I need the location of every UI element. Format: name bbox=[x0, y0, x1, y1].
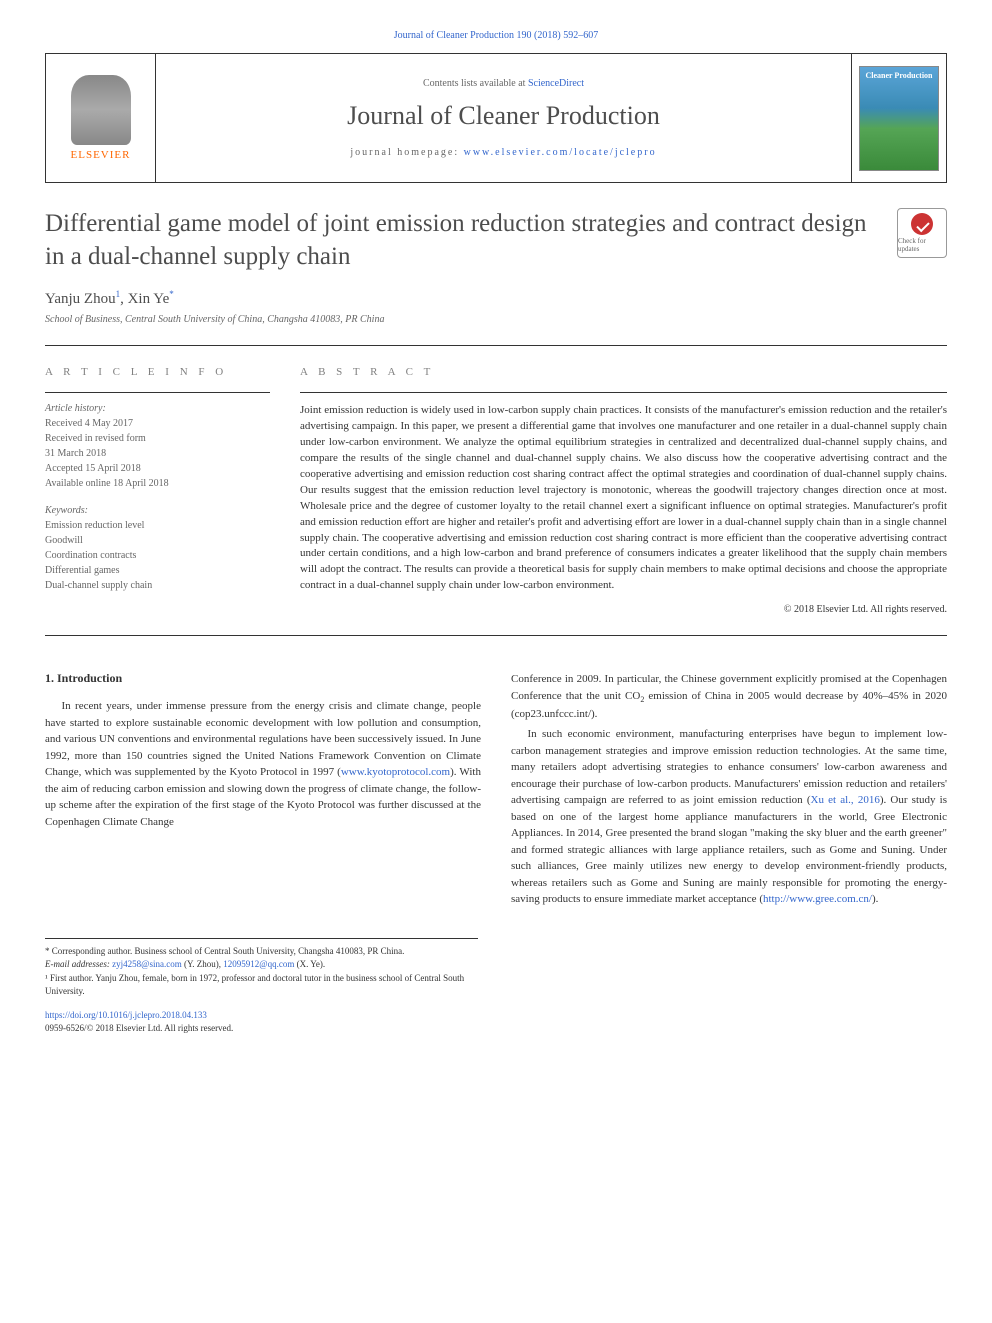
history-revised: Received in revised form bbox=[45, 431, 270, 446]
header-center: Contents lists available at ScienceDirec… bbox=[156, 54, 851, 182]
abstract-column: A B S T R A C T Joint emission reduction… bbox=[300, 366, 947, 615]
journal-name: Journal of Cleaner Production bbox=[347, 101, 660, 131]
cover-image: Cleaner Production bbox=[859, 66, 939, 171]
intro-text-3b: ). Our study is based on one of the larg… bbox=[511, 794, 947, 905]
first-author-footnote: ¹ First author. Yanju Zhou, female, born… bbox=[45, 972, 478, 999]
gree-link[interactable]: http://www.gree.com.cn/ bbox=[763, 893, 872, 905]
title-row: Differential game model of joint emissio… bbox=[45, 208, 947, 273]
contents-prefix: Contents lists available at bbox=[423, 78, 528, 89]
keyword-3: Coordination contracts bbox=[45, 548, 270, 563]
divider-bottom bbox=[45, 635, 947, 636]
abstract-text: Joint emission reduction is widely used … bbox=[300, 403, 947, 594]
homepage-line: journal homepage: www.elsevier.com/locat… bbox=[350, 147, 656, 158]
keyword-1: Emission reduction level bbox=[45, 518, 270, 533]
keyword-4: Differential games bbox=[45, 563, 270, 578]
history-label: Article history: bbox=[45, 403, 270, 414]
history-revised-date: 31 March 2018 bbox=[45, 446, 270, 461]
intro-paragraph-2: In such economic environment, manufactur… bbox=[511, 726, 947, 908]
publisher-logo: ELSEVIER bbox=[46, 54, 156, 182]
corresponding-asterisk: * bbox=[169, 289, 174, 299]
xu-citation-link[interactable]: Xu et al., 2016 bbox=[811, 794, 880, 806]
email-name-1: (Y. Zhou), bbox=[182, 959, 224, 969]
kyoto-link[interactable]: www.kyotoprotocol.com bbox=[341, 766, 450, 778]
publisher-name: ELSEVIER bbox=[71, 149, 131, 161]
body-columns: 1. Introduction In recent years, under i… bbox=[45, 671, 947, 908]
authors: Yanju Zhou1, Xin Ye* bbox=[45, 289, 947, 308]
affiliation: School of Business, Central South Univer… bbox=[45, 314, 947, 325]
issn-line: 0959-6526/© 2018 Elsevier Ltd. All right… bbox=[45, 1022, 478, 1036]
email-link-1[interactable]: zyj4258@sina.com bbox=[112, 959, 182, 969]
cover-title: Cleaner Production bbox=[860, 71, 938, 80]
abstract-divider bbox=[300, 392, 947, 393]
intro-paragraph-1-cont: Conference in 2009. In particular, the C… bbox=[511, 671, 947, 722]
elsevier-tree-icon bbox=[71, 75, 131, 145]
journal-cover: Cleaner Production bbox=[851, 54, 946, 182]
email-name-2: (X. Ye). bbox=[294, 959, 325, 969]
checkmark-icon bbox=[911, 213, 933, 235]
intro-text-3c: ). bbox=[872, 893, 878, 905]
copyright-line: © 2018 Elsevier Ltd. All rights reserved… bbox=[300, 604, 947, 615]
info-abstract-row: A R T I C L E I N F O Article history: R… bbox=[45, 346, 947, 635]
keyword-2: Goodwill bbox=[45, 533, 270, 548]
homepage-prefix: journal homepage: bbox=[350, 147, 463, 158]
journal-header: ELSEVIER Contents lists available at Sci… bbox=[45, 53, 947, 183]
info-divider bbox=[45, 392, 270, 393]
section-heading: 1. Introduction bbox=[45, 671, 481, 686]
check-updates-badge[interactable]: Check for updates bbox=[897, 208, 947, 258]
article-info-heading: A R T I C L E I N F O bbox=[45, 366, 270, 378]
body-column-right: Conference in 2009. In particular, the C… bbox=[511, 671, 947, 908]
email-link-2[interactable]: 12095912@qq.com bbox=[223, 959, 294, 969]
keyword-5: Dual-channel supply chain bbox=[45, 578, 270, 593]
check-updates-label: Check for updates bbox=[898, 237, 946, 253]
issue-citation[interactable]: Journal of Cleaner Production 190 (2018)… bbox=[45, 30, 947, 41]
sciencedirect-link[interactable]: ScienceDirect bbox=[528, 78, 584, 89]
footnotes: * Corresponding author. Business school … bbox=[45, 938, 478, 1036]
contents-line: Contents lists available at ScienceDirec… bbox=[423, 78, 584, 89]
body-column-left: 1. Introduction In recent years, under i… bbox=[45, 671, 481, 908]
article-title: Differential game model of joint emissio… bbox=[45, 208, 877, 273]
history-received: Received 4 May 2017 bbox=[45, 416, 270, 431]
history-accepted: Accepted 15 April 2018 bbox=[45, 461, 270, 476]
doi-link[interactable]: https://doi.org/10.1016/j.jclepro.2018.0… bbox=[45, 1009, 478, 1023]
article-info: A R T I C L E I N F O Article history: R… bbox=[45, 366, 270, 615]
keywords-label: Keywords: bbox=[45, 505, 270, 516]
history-online: Available online 18 April 2018 bbox=[45, 476, 270, 491]
author-1: Yanju Zhou bbox=[45, 291, 116, 307]
abstract-heading: A B S T R A C T bbox=[300, 366, 947, 378]
homepage-link[interactable]: www.elsevier.com/locate/jclepro bbox=[464, 147, 657, 158]
corresponding-footnote: * Corresponding author. Business school … bbox=[45, 945, 478, 959]
author-2: , Xin Ye bbox=[120, 291, 169, 307]
email-label: E-mail addresses: bbox=[45, 959, 112, 969]
email-footnote: E-mail addresses: zyj4258@sina.com (Y. Z… bbox=[45, 958, 478, 972]
intro-paragraph-1: In recent years, under immense pressure … bbox=[45, 698, 481, 830]
